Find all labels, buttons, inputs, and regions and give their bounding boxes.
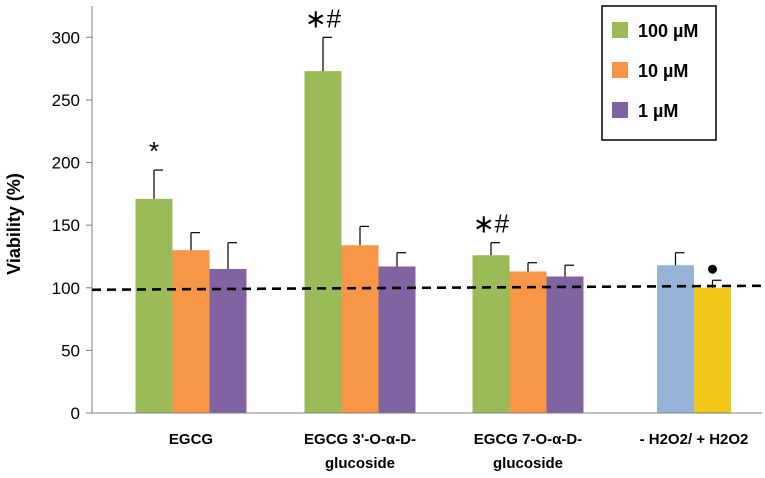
significance-mark: ∗# xyxy=(473,209,510,239)
y-tick-label: 300 xyxy=(52,28,80,47)
bar-1-1 xyxy=(341,245,379,413)
bar-0-0 xyxy=(135,198,173,413)
y-axis: 0 50 100 150 200 250 300 xyxy=(52,6,93,423)
x-category-label: EGCG 3'-O-α-D- xyxy=(304,431,416,448)
reference-line xyxy=(91,284,763,292)
bar-2-0 xyxy=(472,255,510,413)
bar-2-1 xyxy=(509,271,547,413)
bar-2-2 xyxy=(546,276,584,413)
bar-0-2 xyxy=(209,268,247,413)
y-tick-label: 100 xyxy=(52,279,80,298)
y-axis-title: Viability (%) xyxy=(4,173,24,275)
bar-1-0 xyxy=(304,71,342,414)
legend-swatch xyxy=(612,22,628,38)
y-tick-label: 50 xyxy=(61,341,80,360)
x-axis: EGCG EGCG 3'-O-α-D-glucoside EGCG 7-O-α-D-… xyxy=(92,412,762,472)
x-category-label: glucoside xyxy=(325,455,395,472)
y-tick-label: 200 xyxy=(52,154,80,173)
bars xyxy=(135,71,731,414)
bar-1-2 xyxy=(378,266,416,413)
legend-label: 10 µM xyxy=(638,61,688,81)
bar-3-0 xyxy=(657,265,694,413)
significance-mark: ∗# xyxy=(305,3,342,33)
legend-label: 100 µM xyxy=(638,21,698,41)
significance-annotations: * ∗# ∗# xyxy=(149,3,717,274)
x-category-label: glucoside xyxy=(493,455,563,472)
bar-0-1 xyxy=(172,250,210,413)
significance-dot xyxy=(708,264,717,274)
y-tick-label: 250 xyxy=(52,91,80,110)
legend-swatch xyxy=(612,62,628,78)
x-category-label: - H2O2/ + H2O2 xyxy=(640,431,749,448)
error-bars xyxy=(153,36,722,288)
legend-label: 1 µM xyxy=(638,101,678,121)
significance-mark: * xyxy=(149,136,159,166)
legend: 100 µM 10 µM 1 µM xyxy=(601,5,717,141)
y-tick-label: 150 xyxy=(52,216,80,235)
bar-3-1 xyxy=(694,287,731,413)
legend-swatch xyxy=(612,102,628,118)
reference-line-group xyxy=(91,284,763,292)
y-tick-label: 0 xyxy=(71,404,80,423)
x-category-label: EGCG xyxy=(169,431,213,448)
x-category-label: EGCG 7-O-α-D- xyxy=(474,431,582,448)
